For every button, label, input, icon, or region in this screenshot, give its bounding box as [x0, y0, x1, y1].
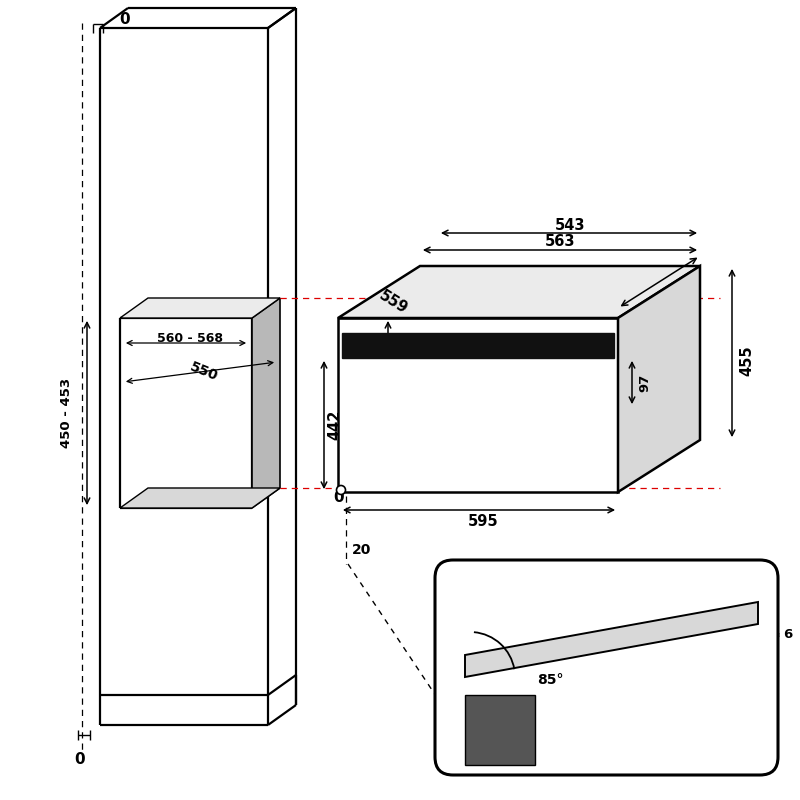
Polygon shape [342, 333, 614, 358]
Text: 0: 0 [334, 490, 344, 506]
Text: 559: 559 [376, 287, 410, 317]
Text: 97: 97 [638, 374, 651, 392]
Text: 595: 595 [468, 514, 498, 530]
Text: 0: 0 [120, 13, 130, 27]
Circle shape [337, 486, 346, 494]
Polygon shape [120, 298, 280, 318]
Text: 543: 543 [554, 218, 586, 233]
Polygon shape [618, 266, 700, 492]
Text: 450 - 453: 450 - 453 [61, 378, 74, 448]
Polygon shape [338, 266, 700, 318]
FancyBboxPatch shape [435, 560, 778, 775]
Text: 8: 8 [602, 766, 611, 778]
Text: 563: 563 [545, 234, 575, 250]
Text: 340: 340 [596, 570, 626, 586]
Polygon shape [120, 488, 280, 508]
Text: 550: 550 [188, 360, 220, 384]
Text: 560 - 568: 560 - 568 [157, 331, 223, 345]
Polygon shape [252, 298, 280, 508]
Text: 0: 0 [74, 753, 86, 767]
Text: 20: 20 [352, 543, 372, 557]
Text: 455: 455 [739, 346, 754, 376]
Text: 6: 6 [783, 629, 793, 642]
Polygon shape [338, 318, 618, 492]
Polygon shape [465, 695, 535, 765]
Text: 85°: 85° [537, 673, 563, 687]
Text: 13: 13 [362, 331, 380, 345]
Text: 442: 442 [327, 410, 342, 440]
Polygon shape [465, 602, 758, 677]
